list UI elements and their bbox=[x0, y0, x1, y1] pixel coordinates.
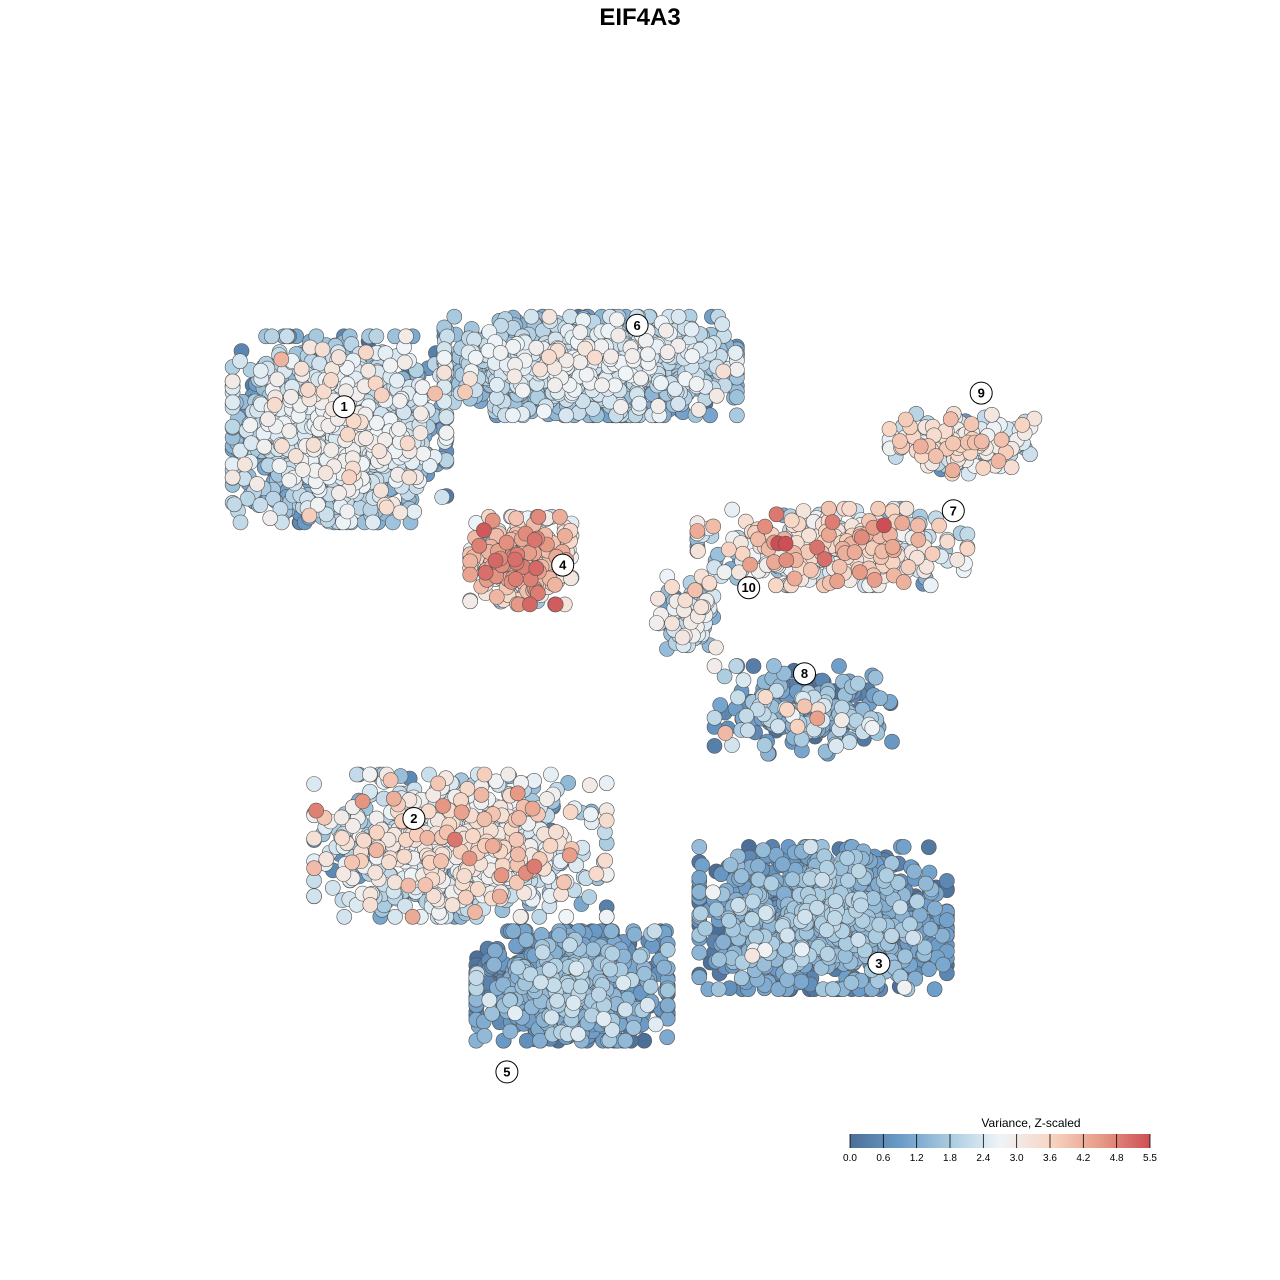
cell-point bbox=[839, 850, 856, 867]
cell-point bbox=[897, 948, 914, 965]
cell-point bbox=[729, 389, 745, 406]
cell-point bbox=[728, 658, 745, 674]
cell-point bbox=[867, 669, 884, 686]
cell-point bbox=[895, 839, 912, 855]
cell-point bbox=[750, 858, 766, 874]
cell-point bbox=[824, 981, 841, 998]
cell-point bbox=[939, 912, 955, 929]
cell-point bbox=[906, 863, 922, 880]
cell-point bbox=[939, 873, 955, 889]
cell-point bbox=[603, 923, 620, 940]
cell-point bbox=[733, 868, 750, 885]
cell-point bbox=[774, 856, 791, 873]
cell-point bbox=[691, 944, 708, 961]
cell-point bbox=[902, 916, 918, 933]
cell-point bbox=[922, 921, 939, 937]
cell-point bbox=[486, 956, 502, 973]
cell-point bbox=[487, 942, 503, 959]
cell-point bbox=[722, 857, 739, 873]
cell-point bbox=[819, 946, 836, 962]
cell-point bbox=[766, 658, 782, 674]
cell-point bbox=[711, 951, 727, 968]
cell-point bbox=[729, 407, 745, 424]
cell-point bbox=[659, 1029, 676, 1045]
cell-point bbox=[368, 328, 385, 345]
cell-point bbox=[659, 982, 676, 999]
cell-point bbox=[691, 839, 708, 855]
cell-point bbox=[581, 889, 598, 905]
cell-point bbox=[659, 941, 676, 958]
cell-point bbox=[659, 997, 676, 1014]
cell-point bbox=[926, 981, 943, 998]
cell-point bbox=[585, 941, 601, 958]
cell-point bbox=[756, 737, 773, 753]
cell-point bbox=[745, 658, 762, 674]
cell-point bbox=[733, 970, 750, 987]
cell-point bbox=[691, 884, 708, 900]
cell-point bbox=[656, 959, 672, 976]
cell-point bbox=[602, 961, 619, 978]
cell-point bbox=[617, 1032, 634, 1049]
cell-point bbox=[843, 974, 860, 991]
cell-point bbox=[691, 969, 708, 986]
cell-point bbox=[872, 690, 888, 707]
cell-point bbox=[631, 948, 648, 965]
cell-point bbox=[518, 932, 535, 948]
cell-point bbox=[850, 675, 866, 692]
cell-point bbox=[763, 875, 780, 892]
cell-point bbox=[476, 1028, 493, 1044]
cell-point bbox=[878, 867, 895, 884]
cell-point bbox=[779, 972, 796, 988]
cell-point bbox=[918, 875, 934, 892]
chart-title: EIF4A3 bbox=[599, 4, 681, 31]
cell-point bbox=[697, 920, 714, 937]
cell-point bbox=[921, 961, 937, 978]
cell-point bbox=[505, 923, 522, 940]
cell-point bbox=[920, 839, 937, 856]
cell-point bbox=[935, 956, 952, 973]
cell-point bbox=[626, 926, 643, 943]
cell-point bbox=[484, 1005, 500, 1022]
cell-point bbox=[710, 981, 727, 998]
cell-point bbox=[871, 916, 888, 933]
cell-point bbox=[777, 941, 794, 958]
cell-point bbox=[625, 1020, 642, 1036]
cell-point bbox=[446, 308, 463, 325]
cell-point bbox=[642, 978, 659, 995]
cell-point bbox=[518, 1032, 535, 1049]
cell-point bbox=[784, 871, 801, 888]
cell-point bbox=[748, 929, 764, 945]
cell-point bbox=[706, 738, 723, 754]
cell-point bbox=[715, 934, 732, 950]
cell-point bbox=[604, 945, 621, 962]
cell-point bbox=[884, 733, 900, 750]
cell-point bbox=[909, 893, 926, 910]
cell-point bbox=[721, 912, 737, 929]
cell-point bbox=[927, 900, 943, 917]
cell-point bbox=[502, 1023, 519, 1040]
cell-point bbox=[263, 328, 280, 345]
cell-point bbox=[692, 905, 709, 922]
cell-point bbox=[793, 973, 810, 990]
cell-point bbox=[831, 658, 847, 674]
cell-point bbox=[636, 1032, 653, 1049]
cell-point bbox=[691, 870, 708, 886]
cell-point bbox=[708, 901, 725, 918]
cell-point bbox=[755, 842, 771, 859]
points-layer bbox=[224, 308, 1043, 1049]
